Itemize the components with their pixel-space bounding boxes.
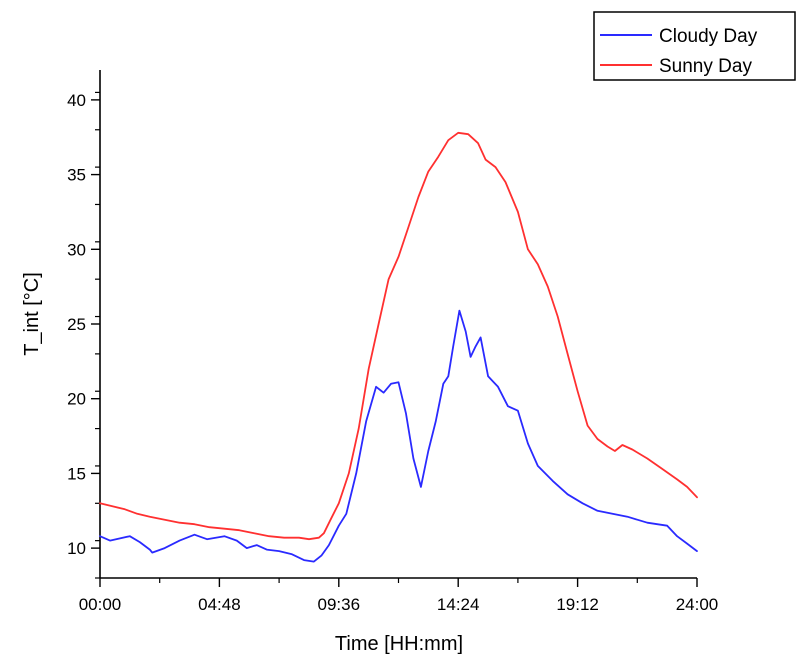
x-tick-label: 04:48 (198, 595, 241, 614)
y-tick-label: 15 (67, 464, 86, 483)
y-tick-label: 20 (67, 390, 86, 409)
x-tick-label: 19:12 (556, 595, 599, 614)
x-tick-label: 00:00 (79, 595, 122, 614)
legend-label: Sunny Day (659, 56, 752, 77)
y-tick-label: 10 (67, 539, 86, 558)
series-line-cloudy-day (99, 309, 698, 563)
legend-label: Cloudy Day (659, 26, 758, 47)
axes (99, 70, 697, 579)
y-tick-label: 25 (67, 315, 86, 334)
y-axis-title: T_int [°C] (21, 272, 43, 356)
x-tick-label: 14:24 (437, 595, 480, 614)
series-group (99, 131, 698, 563)
x-axis-title: Time [HH:mm] (335, 633, 463, 655)
x-tick-label: 24:00 (676, 595, 719, 614)
legend-box (593, 11, 796, 81)
ticks: 00:00 04:48 09:36 14:24 19:12 24:00 10 15 20 25 30… (67, 91, 718, 614)
legend: Cloudy Day Sunny Day (593, 11, 796, 81)
x-tick-label: 09:36 (318, 595, 361, 614)
y-tick-label: 35 (67, 166, 86, 185)
series-line-sunny-day (99, 131, 698, 541)
y-tick-label: 30 (67, 240, 86, 259)
y-tick-label: 40 (67, 91, 86, 110)
